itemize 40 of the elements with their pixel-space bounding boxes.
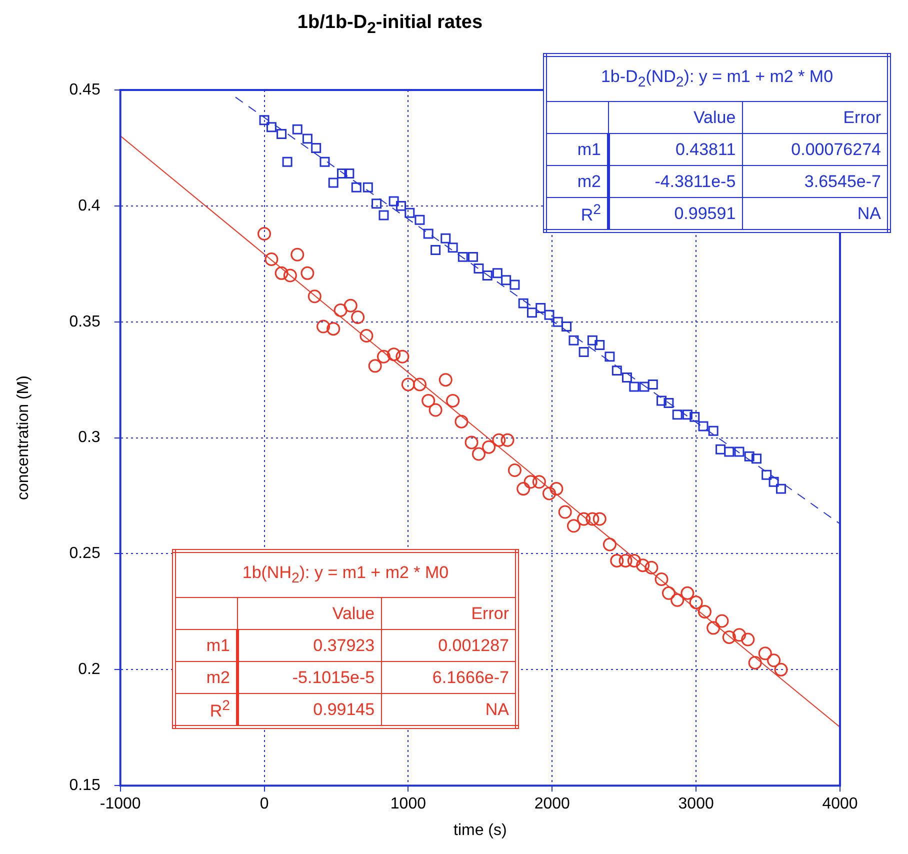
chart-title: 1b/1b-D$_{2}$-initial rates bbox=[296, 12, 484, 38]
y-tick-label: 0.15 bbox=[69, 777, 100, 794]
annotation: 0.43811 bbox=[608, 134, 742, 166]
annotation: m2 bbox=[545, 166, 608, 198]
annotation: m1 bbox=[545, 134, 608, 166]
text: NA bbox=[742, 198, 889, 231]
annotation: m2 bbox=[174, 662, 238, 694]
y-tick-label: 0.3 bbox=[78, 429, 100, 446]
annotation: 0.99591 bbox=[608, 198, 742, 231]
x-tick-label: 1000 bbox=[390, 796, 426, 813]
annotation: -4.3811e-5 bbox=[608, 166, 742, 198]
annotation: Value bbox=[238, 598, 382, 630]
annotation: m1 bbox=[174, 630, 238, 662]
y-tick-label: 0.2 bbox=[78, 661, 100, 678]
x-tick-label: 4000 bbox=[822, 796, 858, 813]
y-tick-label: 0.4 bbox=[78, 197, 100, 214]
annotation: 1b(NH$_{2}$): y = m1 + m2 * M0 bbox=[174, 551, 517, 598]
x-axis-title: time (s) bbox=[454, 822, 507, 839]
y-tick-label: 0.25 bbox=[69, 545, 100, 562]
annotation: 0.99145 bbox=[238, 694, 382, 727]
y-tick-label: 0.45 bbox=[69, 81, 100, 98]
annotation: 0.37923 bbox=[238, 630, 382, 662]
annotation: 0.001287 bbox=[381, 630, 517, 662]
x-tick-label: 0 bbox=[260, 796, 269, 813]
annotation: R$^{2}$ bbox=[174, 694, 238, 727]
x-tick-label: -1000 bbox=[100, 796, 141, 813]
annotation: Error bbox=[381, 598, 517, 630]
y-axis-title: concentration (M) bbox=[15, 376, 32, 500]
annotation: 3.6545e-7 bbox=[742, 166, 889, 198]
annotation: -5.1015e-5 bbox=[238, 662, 382, 694]
annotation: 1b-D$_{2}$(ND$_{2}$): y = m1 + m2 * M0 bbox=[545, 55, 889, 102]
x-tick-label: 2000 bbox=[534, 796, 570, 813]
y-tick-label: 0.35 bbox=[69, 313, 100, 330]
x-tick-label: 3000 bbox=[678, 796, 714, 813]
annotation: R$^{2}$ bbox=[545, 198, 608, 231]
annotation: NA bbox=[381, 694, 517, 727]
annotation: 0.00076274 bbox=[742, 134, 889, 166]
annotation: 6.1666e-7 bbox=[381, 662, 517, 694]
annotation: Value bbox=[608, 102, 742, 134]
text: Error bbox=[742, 102, 889, 134]
